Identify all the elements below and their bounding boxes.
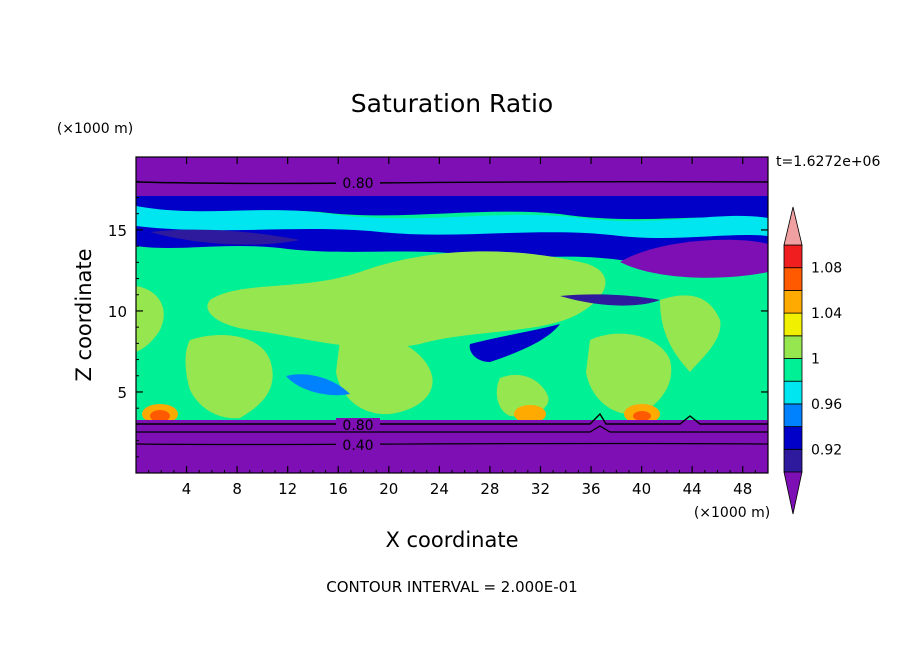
contour-line-lower-2 (136, 425, 768, 433)
chart-title: Saturation Ratio (351, 89, 553, 118)
y-axis-label: Z coordinate (72, 248, 96, 381)
y-tick-label: 15 (108, 222, 127, 240)
y-tick-label: 10 (108, 303, 127, 321)
cloud-base-spot-1-core (150, 410, 170, 422)
colorbar-segment (783, 448, 803, 473)
x-tick-label: 28 (480, 480, 499, 498)
x-tick-label: 8 (232, 480, 242, 498)
contour-line-lower-1 (136, 412, 768, 425)
colorbar-segment (783, 267, 803, 291)
x-tick-label: 48 (733, 480, 752, 498)
upper-navy-layer (136, 226, 768, 263)
heatmap-field (136, 157, 768, 473)
upper-dry-band (136, 157, 768, 197)
svg-text:0.80: 0.80 (342, 418, 373, 434)
x-axis-ticks: 4 8 12 16 20 24 28 32 36 40 44 48 (148, 157, 756, 498)
colorbar-segment (783, 380, 803, 405)
colorbar: 0.92 0.96 1 1.04 1.08 (783, 206, 842, 515)
y-tick-label: 5 (117, 384, 127, 402)
colorbar-tick-label: 0.92 (811, 442, 842, 458)
x-axis-label: X coordinate (385, 528, 518, 552)
x-tick-label: 4 (182, 480, 192, 498)
contour-line-lower-3 (136, 442, 768, 446)
right-moist-cloud (660, 295, 721, 372)
x-tick-label: 20 (379, 480, 398, 498)
contour-label-lower-1: 0.80 (336, 418, 380, 434)
lower-moist-cloud-b (336, 335, 433, 415)
contour-label-upper: 0.80 (336, 174, 380, 192)
y-axis-ticks: 5 10 15 (108, 180, 768, 458)
svg-text:0.40: 0.40 (342, 438, 373, 454)
time-label: t=1.6272e+06 (776, 154, 880, 170)
x-tick-label: 40 (632, 480, 651, 498)
colorbar-segment (783, 426, 803, 450)
contour-interval-note: CONTOUR INTERVAL = 2.000E-01 (326, 578, 577, 596)
y-unit-label: (×1000 m) (57, 121, 133, 137)
svg-text:0.80: 0.80 (342, 176, 373, 192)
mid-dry-streak-2 (469, 324, 560, 362)
upper-left-purple (150, 229, 300, 245)
colorbar-segment (783, 335, 803, 359)
colorbar-segment (783, 358, 803, 382)
colorbar-segment (783, 244, 803, 269)
colorbar-segment (783, 403, 803, 427)
colorbar-segment (783, 312, 803, 337)
colorbar-over-arrow (783, 206, 803, 246)
lower-moist-cloud-c (586, 333, 672, 415)
colorbar-tick-label: 1.08 (811, 261, 842, 277)
x-tick-label: 12 (278, 480, 297, 498)
lower-moist-cloud-a (185, 334, 273, 419)
x-tick-label: 16 (329, 480, 348, 498)
x-tick-label: 44 (683, 480, 702, 498)
upper-purple-lens (620, 239, 768, 278)
colorbar-tick-label: 1 (811, 352, 820, 368)
colorbar-tick-label: 0.96 (811, 397, 842, 413)
upper-blue-band (136, 196, 768, 220)
x-tick-label: 36 (581, 480, 600, 498)
colorbar-tick-label: 1.04 (811, 306, 842, 322)
central-moist-cloud (207, 251, 606, 348)
lower-moist-cloud-left (136, 286, 164, 352)
colorbar-under-arrow (783, 471, 803, 515)
x-tick-label: 24 (430, 480, 449, 498)
x-tick-label: 32 (531, 480, 550, 498)
contour-line-upper (136, 180, 768, 185)
colorbar-segment (783, 289, 803, 314)
mid-dry-streak-1 (560, 294, 660, 306)
cloud-base-spot-2 (514, 405, 546, 423)
mid-dry-streak-3 (286, 374, 350, 396)
x-unit-label: (×1000 m) (694, 505, 770, 521)
lower-dry-band (136, 420, 768, 473)
contour-label-lower-2: 0.40 (336, 438, 380, 454)
cloud-base-spot-3-core (633, 411, 651, 421)
